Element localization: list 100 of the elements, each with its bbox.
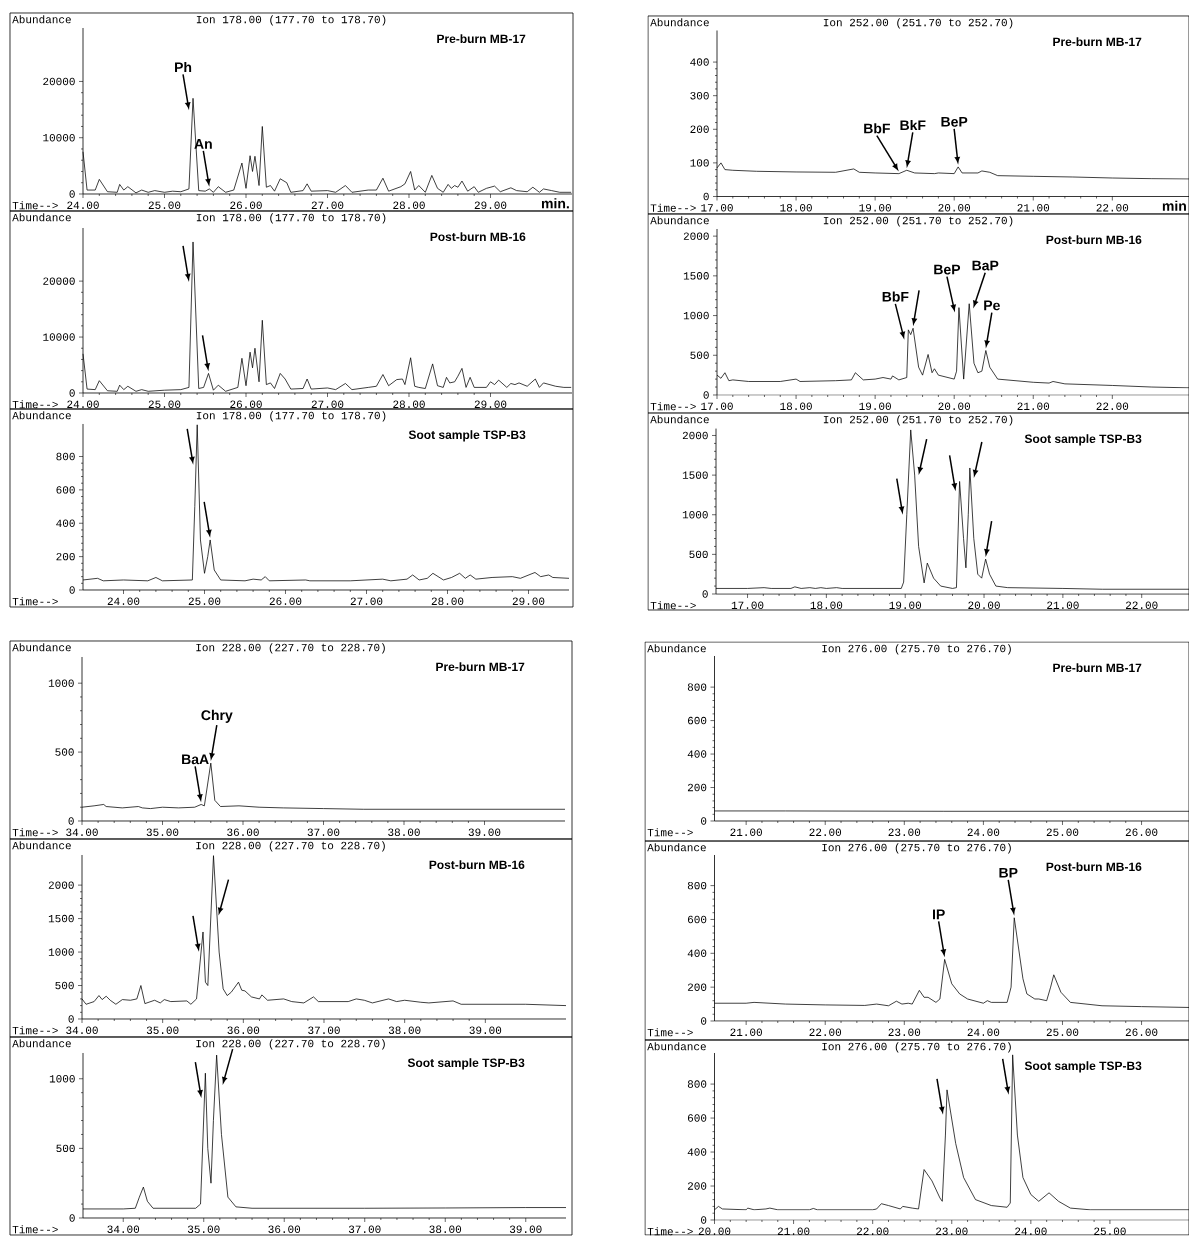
x-tick-label: 22.00 (1096, 204, 1129, 212)
y-tick-label: 800 (56, 452, 75, 461)
y-tick-label: 200 (56, 552, 75, 561)
y-tick-label: 400 (687, 949, 707, 958)
y-tick-label: 200 (687, 983, 707, 991)
x-tick-label: 21.00 (1017, 204, 1050, 212)
y-tick-label: 600 (56, 486, 75, 494)
x-tick-label: 23.00 (936, 1227, 968, 1235)
annotation: Pe (984, 300, 1000, 311)
x-tick-label: 27.00 (311, 201, 344, 209)
annotation: An (194, 139, 212, 149)
chart-subtitle: Soot sample TSP-B3 (407, 1058, 525, 1070)
chart-subtitle: Soot sample TSP-B3 (1024, 434, 1142, 446)
y-tick-label: 0 (69, 389, 75, 397)
annotation: Chry (201, 709, 233, 723)
x-tick-label: 36.00 (227, 828, 259, 836)
x-axis-title: Time--> (650, 203, 696, 212)
x-tick-label: 20.00 (938, 204, 971, 212)
x-tick-label: 21.00 (1047, 601, 1079, 609)
x-tick-label: 37.00 (307, 828, 340, 836)
y-tick-label: 600 (687, 716, 707, 725)
x-tick-label: 27.00 (311, 400, 344, 408)
x-tick-label: 35.00 (146, 828, 179, 836)
x-tick-label: 19.00 (859, 204, 891, 212)
annotation: BeP (934, 264, 961, 275)
x-tick-label: 34.00 (107, 1225, 140, 1233)
y-tick-label: 0 (701, 1216, 707, 1224)
x-tick-label: 24.00 (1015, 1227, 1047, 1235)
x-tick-label: 20.00 (698, 1227, 731, 1235)
x-tick-label: 22.00 (856, 1227, 889, 1235)
annotation: BaA (182, 754, 209, 765)
x-tick-label: 37.00 (308, 1026, 340, 1034)
y-tick-label: 200 (687, 783, 707, 792)
y-tick-label: 0 (703, 391, 709, 399)
y-tick-label: 10000 (43, 133, 75, 142)
x-tick-label: 18.00 (780, 204, 812, 212)
y-tick-label: 2000 (682, 431, 708, 440)
x-tick-label: 24.00 (67, 400, 99, 408)
annotation: BbF (864, 123, 890, 134)
y-tick-label: 500 (690, 351, 709, 360)
y-axis-title: Abundance (647, 1042, 706, 1051)
chart-subtitle: Soot sample TSP-B3 (408, 430, 526, 442)
x-tick-label: 35.00 (187, 1225, 220, 1233)
y-tick-label: 500 (55, 981, 74, 990)
x-axis-title: Time--> (12, 201, 58, 210)
x-tick-label: 22.00 (1096, 402, 1129, 410)
annotation: BbF (882, 291, 909, 302)
x-tick-label: 26.00 (1125, 828, 1158, 836)
x-tick-label: 36.00 (268, 1225, 301, 1233)
x-tick-label: 35.00 (146, 1026, 179, 1034)
chart-title: Ion 228.00 (227.70 to 228.70) (196, 643, 385, 654)
chart-title: Ion 252.00 (251.70 to 252.70) (823, 216, 1013, 227)
y-tick-label: 0 (69, 586, 75, 594)
y-tick-label: 0 (69, 1214, 75, 1222)
chart-subtitle: Pre-burn MB-17 (1053, 663, 1142, 672)
x-tick-label: 23.00 (888, 828, 921, 836)
chart-title: Ion 228.00 (227.70 to 228.70) (196, 841, 385, 852)
x-axis-title: Time--> (647, 1227, 693, 1236)
x-tick-label: 21.00 (730, 1028, 762, 1036)
x-tick-label: 17.00 (701, 402, 733, 410)
y-axis-title: Abundance (12, 841, 71, 850)
annotation: BkF (900, 119, 926, 131)
chart-title: Ion 252.00 (251.70 to 252.70) (823, 18, 1013, 29)
x-tick-label: 25.00 (148, 201, 181, 209)
x-tick-label: 21.00 (777, 1227, 810, 1235)
y-tick-label: 200 (687, 1182, 707, 1190)
y-tick-label: 500 (689, 550, 708, 559)
chart-title: Ion 178.00 (177.70 to 178.70) (196, 213, 386, 224)
y-tick-label: 500 (55, 748, 74, 756)
y-axis-title: Abundance (647, 843, 706, 852)
x-tick-label: 19.00 (889, 601, 922, 609)
x-tick-label: 28.00 (431, 597, 464, 605)
text: min (1162, 200, 1186, 211)
x-tick-label: 24.00 (67, 201, 99, 209)
x-tick-label: 20.00 (938, 402, 971, 410)
x-tick-label: 34.00 (66, 828, 98, 836)
y-tick-label: 1000 (683, 311, 709, 320)
chart-title: Ion 252.00 (251.70 to 252.70) (823, 415, 1013, 426)
x-tick-label: 34.00 (66, 1026, 98, 1034)
y-tick-label: 1000 (48, 679, 74, 687)
x-tick-label: 20.00 (968, 601, 1000, 609)
x-tick-label: 26.00 (1125, 1028, 1158, 1036)
y-axis-title: Abundance (12, 643, 71, 652)
x-tick-label: 36.00 (227, 1026, 260, 1034)
chart-title: Ion 228.00 (227.70 to 228.70) (196, 1039, 385, 1050)
annotation: BP (999, 867, 1018, 878)
chart-title: Ion 276.00 (275.70 to 276.70) (822, 1042, 1011, 1053)
chart-subtitle: Post-burn MB-16 (1046, 235, 1142, 244)
chart-title: Ion 178.00 (177.70 to 178.70) (196, 15, 386, 26)
y-tick-label: 0 (69, 190, 75, 198)
y-tick-label: 0 (701, 817, 707, 825)
chart-title: Ion 276.00 (275.70 to 276.70) (822, 644, 1011, 655)
x-tick-label: 25.00 (188, 597, 221, 605)
y-tick-label: 20000 (43, 277, 75, 285)
x-tick-label: 22.00 (809, 828, 842, 836)
annotation: BeP (941, 116, 968, 127)
y-tick-label: 400 (690, 58, 709, 66)
chart-subtitle: Post-burn MB-16 (430, 232, 526, 241)
y-tick-label: 2000 (48, 881, 74, 889)
chart-title: Ion 178.00 (177.70 to 178.70) (196, 411, 386, 422)
